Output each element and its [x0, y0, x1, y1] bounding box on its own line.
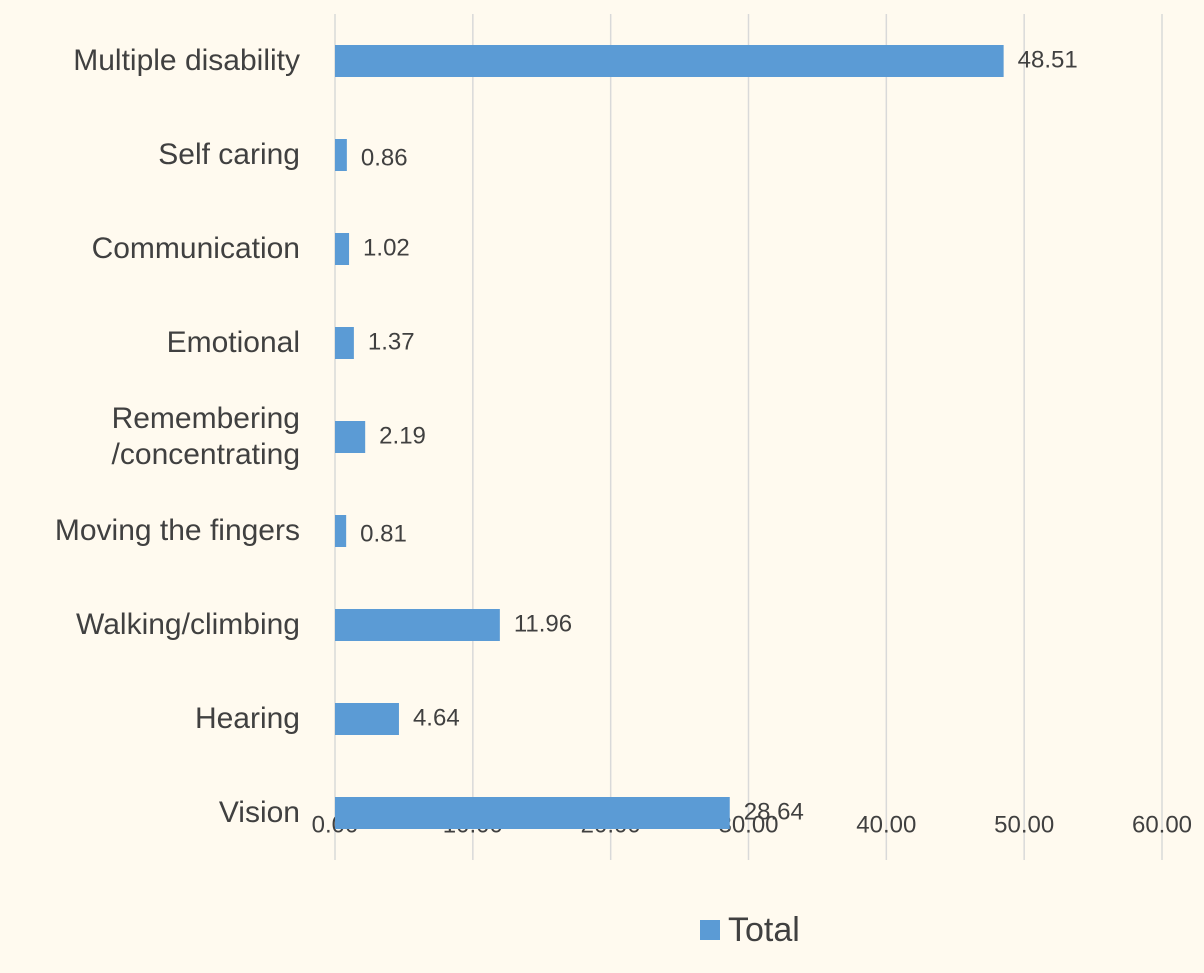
- bar: [335, 515, 347, 547]
- bar: [335, 609, 500, 641]
- value-label: 48.51: [1018, 46, 1078, 73]
- bar: [335, 233, 350, 265]
- bar: [335, 327, 354, 359]
- y-tick-label: Emotional: [166, 326, 300, 359]
- value-label: 0.81: [360, 520, 407, 547]
- bar: [335, 797, 730, 829]
- y-tick-label: Remembering /concentrating: [111, 402, 300, 471]
- y-tick-label: Moving the fingers: [54, 514, 300, 547]
- bar: [335, 421, 366, 453]
- y-tick-label: Self caring: [158, 138, 300, 171]
- value-label: 0.86: [361, 144, 408, 171]
- y-tick-label: Hearing: [194, 702, 300, 735]
- x-tick-label: 60.00: [1132, 811, 1192, 838]
- y-tick-label: Communication: [91, 232, 300, 265]
- value-label: 4.64: [413, 704, 460, 731]
- legend-label: Total: [728, 911, 800, 949]
- x-tick-label: 40.00: [856, 811, 916, 838]
- x-tick-label: 50.00: [994, 811, 1054, 838]
- bar: [335, 139, 347, 171]
- bar: [335, 45, 1004, 77]
- legend-swatch: [700, 920, 720, 940]
- y-tick-label: Vision: [218, 796, 300, 829]
- value-label: 11.96: [514, 610, 572, 637]
- value-label: 1.02: [363, 234, 410, 261]
- bar: [335, 703, 399, 735]
- y-tick-label: Walking/climbing: [76, 608, 300, 641]
- value-label: 2.19: [379, 422, 426, 449]
- value-label: 1.37: [368, 328, 415, 355]
- y-tick-label: Multiple disability: [73, 44, 300, 77]
- value-label: 28.64: [744, 798, 804, 825]
